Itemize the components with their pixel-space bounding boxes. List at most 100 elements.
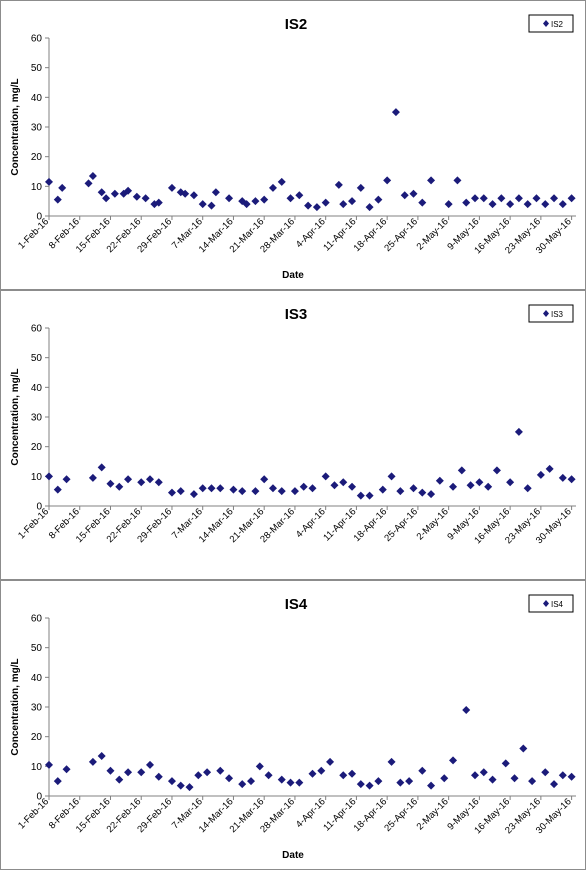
y-tick-label: 60 [31,614,43,625]
data-point [251,197,260,206]
data-point [176,487,185,496]
data-point [484,482,493,491]
data-point [418,766,427,775]
data-point [295,191,304,200]
y-tick-label: 50 [31,63,43,74]
data-point [277,487,286,496]
data-point [510,774,519,783]
chart-panel-is4: IS4 0 10 20 30 40 50 60 1-Feb-16 8-Feb-16 15-Feb-1… [0,580,586,870]
data-point [528,777,537,786]
data-point [558,200,567,209]
data-point [124,768,133,777]
data-point [514,427,523,436]
data-point [567,194,576,203]
data-point [457,466,466,475]
data-point [418,488,427,497]
y-tick-label: 20 [31,732,43,743]
data-point [211,188,220,197]
data-point [501,759,510,768]
legend: IS3 [528,304,574,323]
chart-svg: IS201020304050601-Feb-168-Feb-1615-Feb-1… [10,14,576,281]
y-tick-label: 20 [31,152,43,163]
data-point [378,485,387,494]
x-tick-label: 25-Apr-16 [382,216,420,254]
data-point [45,177,53,186]
data-point [453,176,462,185]
y-tick-label: 0 [36,792,42,803]
data-point [216,484,225,493]
data-point [475,478,484,487]
data-point [348,769,357,778]
legend-box [528,14,574,33]
data-point [251,487,260,496]
data-point [53,777,62,786]
data-point [299,482,308,491]
data-point [225,774,234,783]
y-axis-title: Concentration, mg/L [10,368,21,465]
x-tick-label: 1-Feb-16 [16,216,51,251]
data-point [506,478,515,487]
data-point [470,771,479,780]
data-point [132,192,141,201]
legend-marker [543,310,549,317]
data-point [176,781,185,790]
data-point [567,772,576,781]
data-point [339,771,348,780]
y-tick-label: 40 [31,673,43,684]
data-point [115,775,124,784]
data-point [488,775,497,784]
data-point [317,766,326,775]
chart-panel-is2: IS2 0 10 20 30 40 50 60 1-Feb-16 8-Feb-16 15-Feb-1… [0,0,586,290]
data-point [558,473,567,482]
data-point [198,200,207,209]
data-point [88,171,97,180]
y-tick-label: 30 [31,413,43,424]
data-point [427,490,436,499]
data-point [225,194,234,203]
data-point [124,186,133,195]
data-point [181,189,190,198]
data-point [277,775,286,784]
x-axis-title: Date [282,850,304,861]
y-tick-label: 0 [36,212,42,223]
data-point [106,479,115,488]
y-tick-label: 60 [31,324,43,335]
data-point [88,473,97,482]
chart-svg: IS301020304050601-Feb-168-Feb-1615-Feb-1… [10,304,576,546]
data-point [137,478,146,487]
data-point [124,475,133,484]
data-point [141,194,150,203]
y-tick-label: 20 [31,442,43,453]
x-tick-label: 2-May-16 [415,796,451,832]
data-point [519,744,528,753]
data-point [536,470,545,479]
data-point [409,484,418,493]
data-point [396,778,405,787]
data-point [167,183,176,192]
data-point [449,482,458,491]
data-point [497,194,506,203]
data-point [198,484,207,493]
data-point [62,475,71,484]
data-point [167,777,176,786]
data-point [374,195,383,204]
data-point [466,481,475,490]
data-point [541,768,550,777]
data-point [387,757,396,766]
y-axis-title: Concentration, mg/L [10,658,21,755]
data-point [154,772,163,781]
x-tick-label: 1-Feb-16 [16,506,51,541]
data-point [84,179,93,188]
legend-label: IS2 [551,20,564,29]
y-tick-label: 50 [31,353,43,364]
data-point [558,771,567,780]
data-point [479,768,488,777]
y-tick-label: 40 [31,383,43,394]
data-point [268,183,277,192]
y-tick-label: 10 [31,182,43,193]
data-point [321,198,330,207]
y-tick-label: 50 [31,643,43,654]
data-point [53,485,62,494]
data-point [106,766,115,775]
data-point [58,183,67,192]
